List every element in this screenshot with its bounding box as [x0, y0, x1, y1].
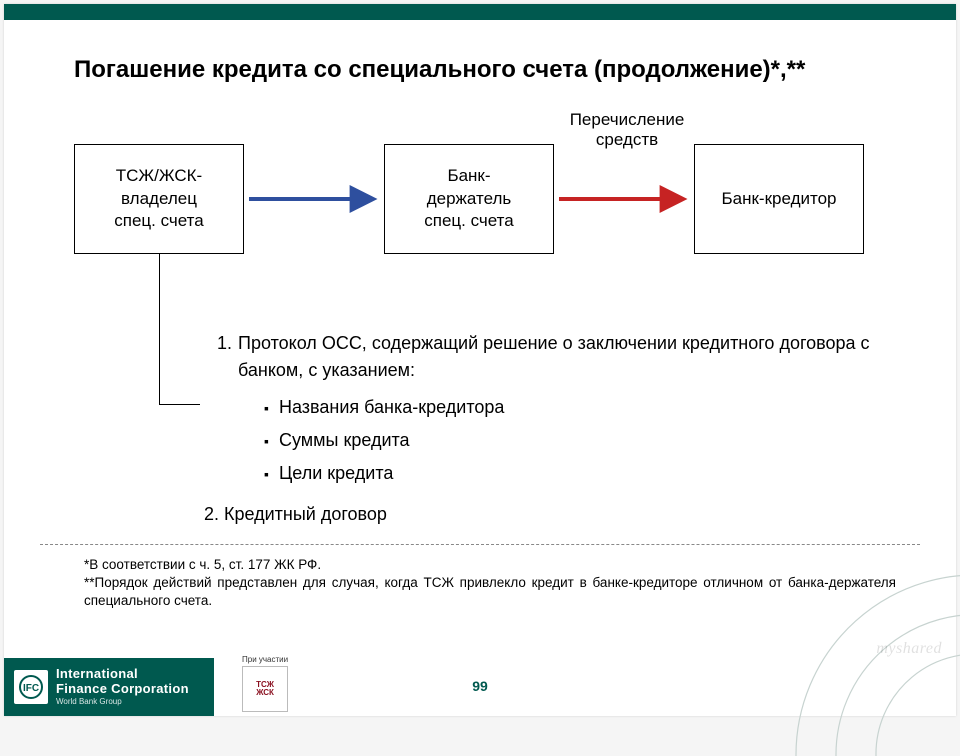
connector-line: [159, 254, 200, 405]
ifc-line3: World Bank Group: [56, 697, 189, 706]
divider-line: [40, 544, 920, 545]
slide-title: Погашение кредита со специального счета …: [74, 56, 916, 84]
list-item-2: 2. Кредитный договор: [204, 501, 886, 528]
content-list: 1. Протокол ОСС, содержащий решение о за…: [204, 330, 886, 528]
partner-caption: При участии: [242, 655, 288, 664]
bullet-item: Названия банка-кредитора: [264, 394, 886, 421]
list-item-1: 1. Протокол ОСС, содержащий решение о за…: [204, 330, 886, 384]
footnotes: *В соответствии с ч. 5, ст. 177 ЖК РФ. *…: [84, 556, 896, 611]
bullet-item: Суммы кредита: [264, 427, 886, 454]
footer: IFC International Finance Corporation Wo…: [4, 656, 956, 716]
node-tszh: ТСЖ/ЖСК-владелецспец. счета: [74, 144, 244, 254]
slide: Погашение кредита со специального счета …: [4, 4, 956, 716]
arrow-2-label: Перечислениесредств: [552, 110, 702, 150]
node-bank-creditor: Банк-кредитор: [694, 144, 864, 254]
flow-diagram: ТСЖ/ЖСК-владелецспец. счета Банк-держате…: [74, 114, 916, 284]
node-bank-holder: Банк-держательспец. счета: [384, 144, 554, 254]
swoosh-decoration: [756, 516, 960, 756]
page-number: 99: [4, 678, 956, 694]
top-bar: [4, 4, 956, 20]
arrow-2: [554, 184, 694, 214]
footnote-2: **Порядок действий представлен для случа…: [84, 574, 896, 610]
footnote-1: *В соответствии с ч. 5, ст. 177 ЖК РФ.: [84, 556, 896, 574]
arrow-1: [244, 184, 384, 214]
list-item-1-number: 1.: [204, 330, 238, 384]
bullet-item: Цели кредита: [264, 460, 886, 487]
list-item-1-text: Протокол ОСС, содержащий решение о заклю…: [238, 330, 886, 384]
bullet-list: Названия банка-кредитора Суммы кредита Ц…: [264, 394, 886, 487]
